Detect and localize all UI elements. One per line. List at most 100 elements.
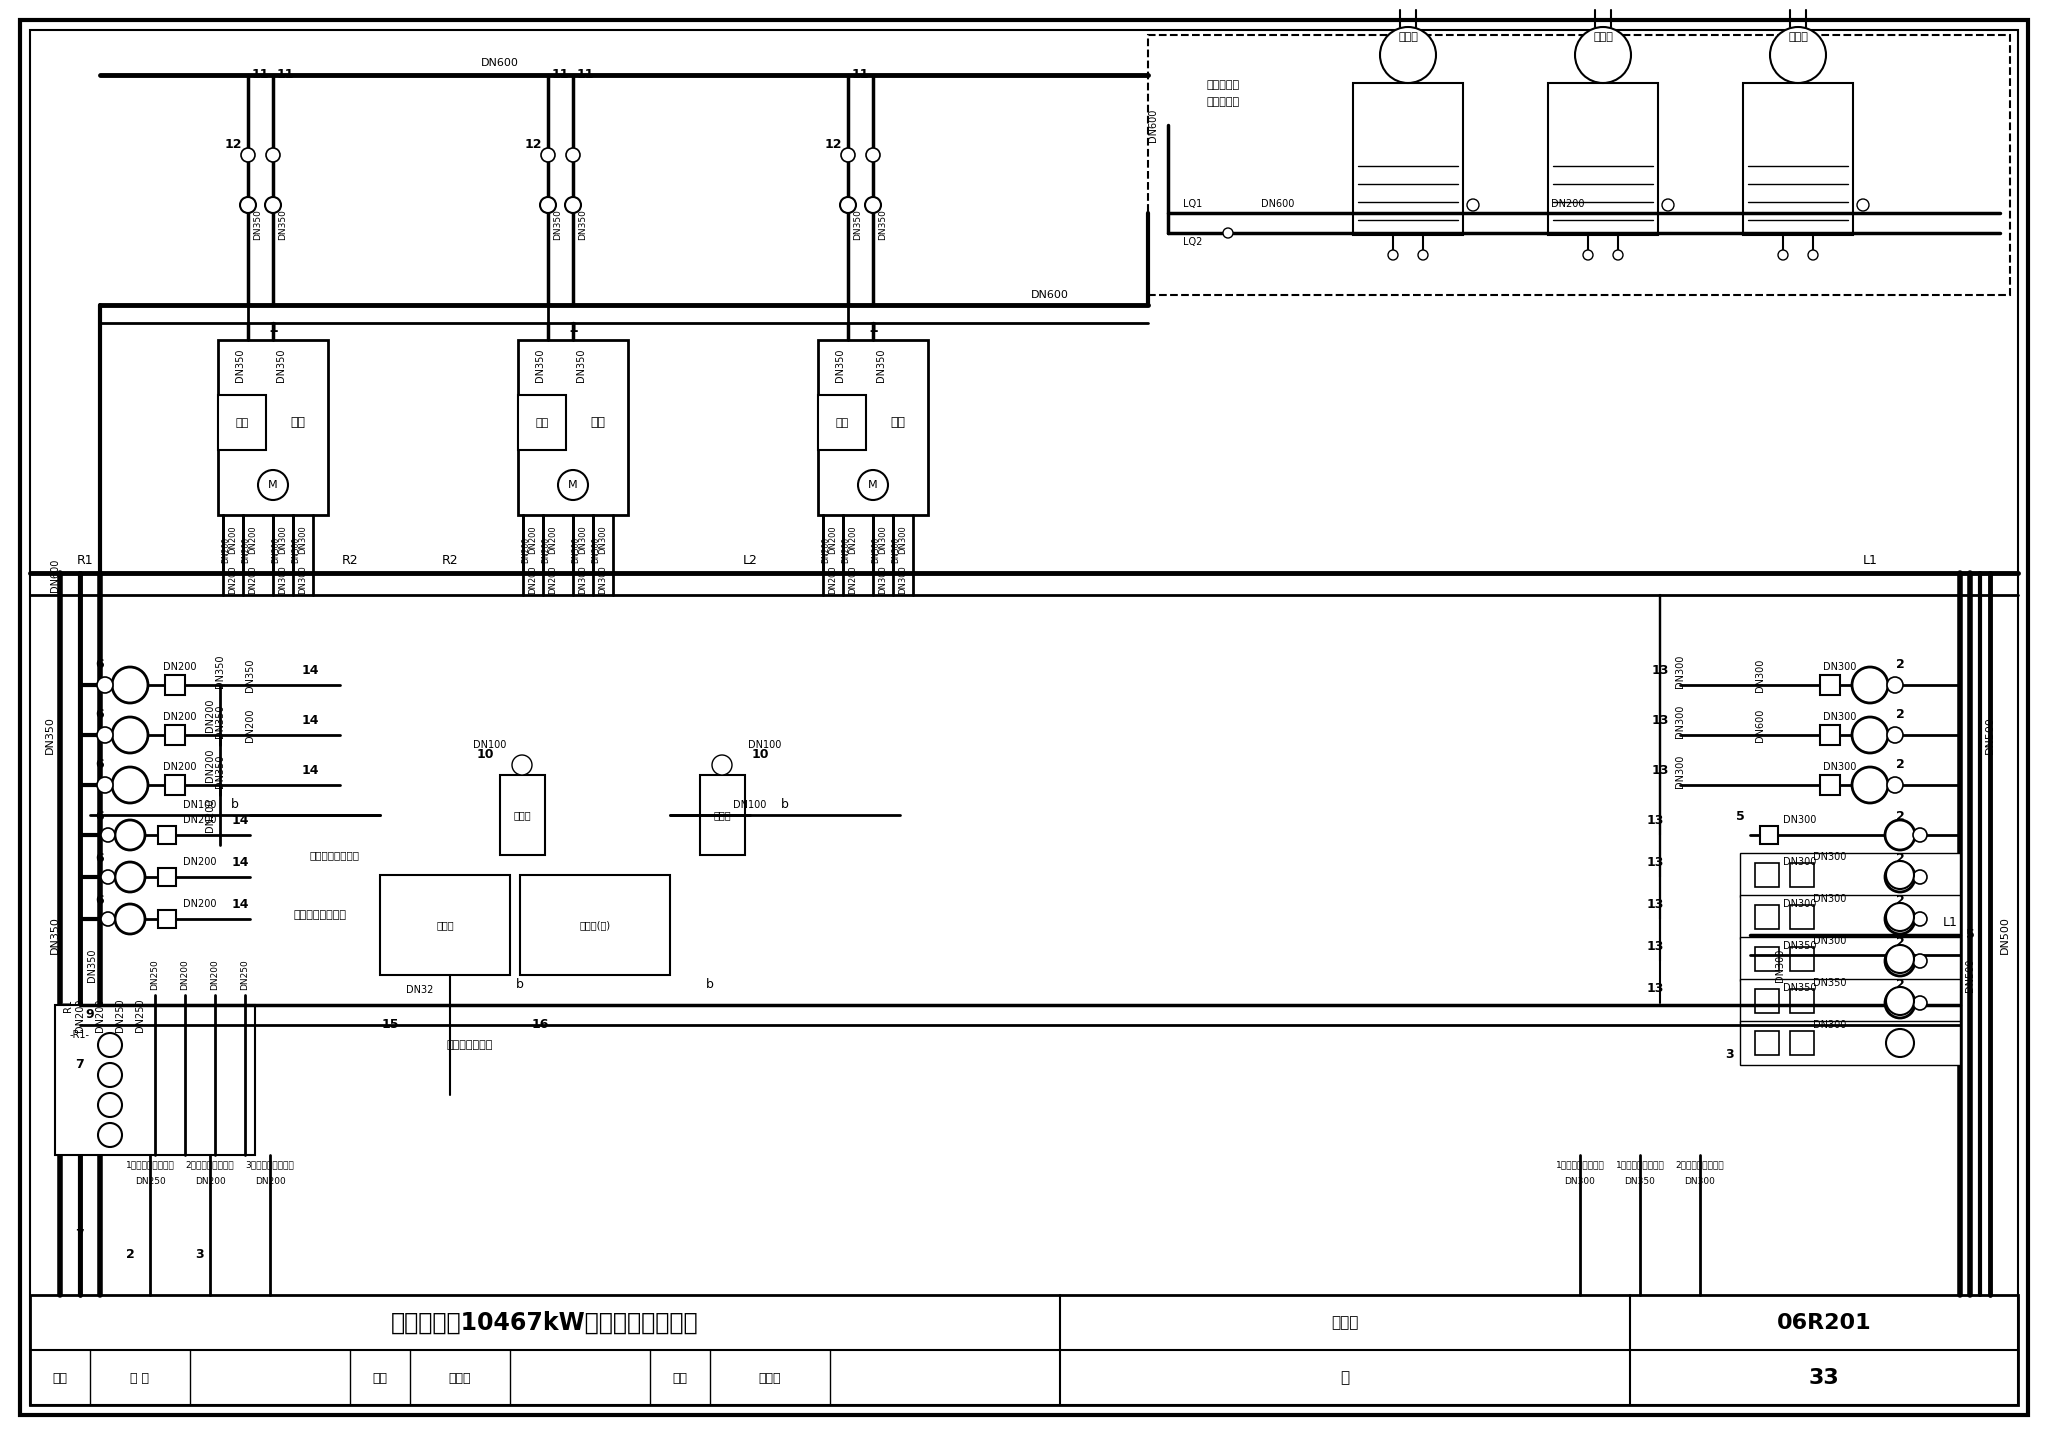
Text: DN350: DN350 <box>1812 979 1847 989</box>
Bar <box>1755 989 1780 1013</box>
Text: 16: 16 <box>530 1019 549 1032</box>
Circle shape <box>1886 728 1903 743</box>
Text: 袁白妹: 袁白妹 <box>449 1372 471 1385</box>
Bar <box>201 1126 217 1144</box>
Text: DN250: DN250 <box>150 960 160 990</box>
Text: DN200: DN200 <box>821 537 831 563</box>
Bar <box>1743 83 1853 235</box>
Text: DN100: DN100 <box>733 799 766 809</box>
Text: DN300: DN300 <box>1784 857 1817 867</box>
Text: 6: 6 <box>96 852 104 865</box>
Bar <box>166 674 184 695</box>
Text: DN350: DN350 <box>1784 983 1817 993</box>
Text: 2: 2 <box>1896 709 1905 722</box>
Text: 气压罐: 气压罐 <box>713 809 731 819</box>
Text: DN200: DN200 <box>205 699 215 732</box>
Text: 5: 5 <box>1735 811 1745 824</box>
Circle shape <box>1380 27 1436 83</box>
Circle shape <box>858 471 889 499</box>
Text: DN350: DN350 <box>877 349 887 382</box>
Text: 13: 13 <box>1647 855 1663 868</box>
Circle shape <box>1417 250 1427 260</box>
Bar <box>1755 1030 1780 1055</box>
Circle shape <box>96 728 113 743</box>
Bar <box>1759 868 1778 885</box>
Circle shape <box>565 148 580 162</box>
Text: 6: 6 <box>96 659 104 672</box>
Text: DN250: DN250 <box>115 999 125 1032</box>
Text: DN600: DN600 <box>1262 199 1294 210</box>
Text: 13: 13 <box>1647 982 1663 994</box>
Text: DN350: DN350 <box>279 210 287 241</box>
Text: 12: 12 <box>823 139 842 152</box>
Text: 3: 3 <box>197 1248 205 1261</box>
Bar <box>166 775 184 795</box>
Text: 接自来水及隔断阀: 接自来水及隔断阀 <box>309 850 360 860</box>
Text: 倒流防止器: 倒流防止器 <box>1206 98 1239 108</box>
Circle shape <box>115 862 145 893</box>
Bar <box>1741 852 1960 897</box>
Circle shape <box>1884 904 1915 934</box>
Text: DN200: DN200 <box>248 565 258 594</box>
Circle shape <box>541 197 555 212</box>
Text: 2: 2 <box>1896 894 1905 907</box>
Text: DN200: DN200 <box>221 537 231 563</box>
Text: 1: 1 <box>567 321 578 334</box>
Text: DN200: DN200 <box>94 999 104 1032</box>
Text: DN200: DN200 <box>211 960 219 990</box>
Text: DN500: DN500 <box>1964 959 1974 992</box>
Text: 燃气: 燃气 <box>836 418 848 428</box>
Text: DN200: DN200 <box>842 537 850 563</box>
Circle shape <box>100 913 115 926</box>
Text: 设计: 设计 <box>672 1372 688 1385</box>
Bar <box>55 1004 256 1155</box>
Bar <box>817 395 866 451</box>
Text: DN200: DN200 <box>246 709 256 742</box>
Text: 2: 2 <box>1896 937 1905 950</box>
Circle shape <box>842 148 854 162</box>
Text: DN300: DN300 <box>879 565 887 594</box>
Text: 14: 14 <box>231 855 248 868</box>
Text: 2楼空调温水供回水: 2楼空调温水供回水 <box>186 1161 233 1170</box>
Circle shape <box>113 667 147 703</box>
Text: DN250: DN250 <box>135 1178 166 1187</box>
Text: 11: 11 <box>852 69 868 82</box>
Text: DN350: DN350 <box>86 949 96 982</box>
Text: L2: L2 <box>743 554 758 567</box>
Text: R1: R1 <box>76 554 94 567</box>
Circle shape <box>1886 861 1915 890</box>
Text: DN350: DN350 <box>879 210 887 241</box>
Text: DN200: DN200 <box>248 525 258 554</box>
Text: DN300: DN300 <box>879 525 887 554</box>
Text: DN300: DN300 <box>299 565 307 594</box>
Text: DN350: DN350 <box>276 349 287 382</box>
Text: DN350: DN350 <box>236 349 246 382</box>
Text: 11: 11 <box>551 69 569 82</box>
Circle shape <box>512 755 532 775</box>
Text: DN300: DN300 <box>578 525 588 554</box>
Text: 7: 7 <box>76 1059 84 1072</box>
Text: 主体: 主体 <box>891 416 905 429</box>
Text: 10: 10 <box>752 749 768 762</box>
Bar <box>1821 725 1839 745</box>
Circle shape <box>565 197 582 212</box>
Text: 林向阳: 林向阳 <box>758 1372 780 1385</box>
Text: 2楼空调冷水供回水: 2楼空调冷水供回水 <box>1675 1161 1724 1170</box>
Text: DN300: DN300 <box>279 565 287 594</box>
Circle shape <box>1466 199 1479 211</box>
Bar <box>158 827 176 844</box>
Text: 14: 14 <box>301 663 319 676</box>
Text: DN500: DN500 <box>1985 716 1995 753</box>
Circle shape <box>113 766 147 804</box>
Text: 主体: 主体 <box>590 416 606 429</box>
Text: L1: L1 <box>1944 917 1958 930</box>
Bar <box>1354 83 1462 235</box>
Text: DN600: DN600 <box>1030 290 1069 300</box>
Text: 7: 7 <box>76 1228 84 1241</box>
Text: DN200: DN200 <box>182 898 217 908</box>
Bar <box>1755 862 1780 887</box>
Text: DN300: DN300 <box>272 537 281 563</box>
Text: DN350: DN350 <box>1784 941 1817 951</box>
Text: DN200: DN200 <box>205 798 215 832</box>
Text: b: b <box>780 798 788 812</box>
